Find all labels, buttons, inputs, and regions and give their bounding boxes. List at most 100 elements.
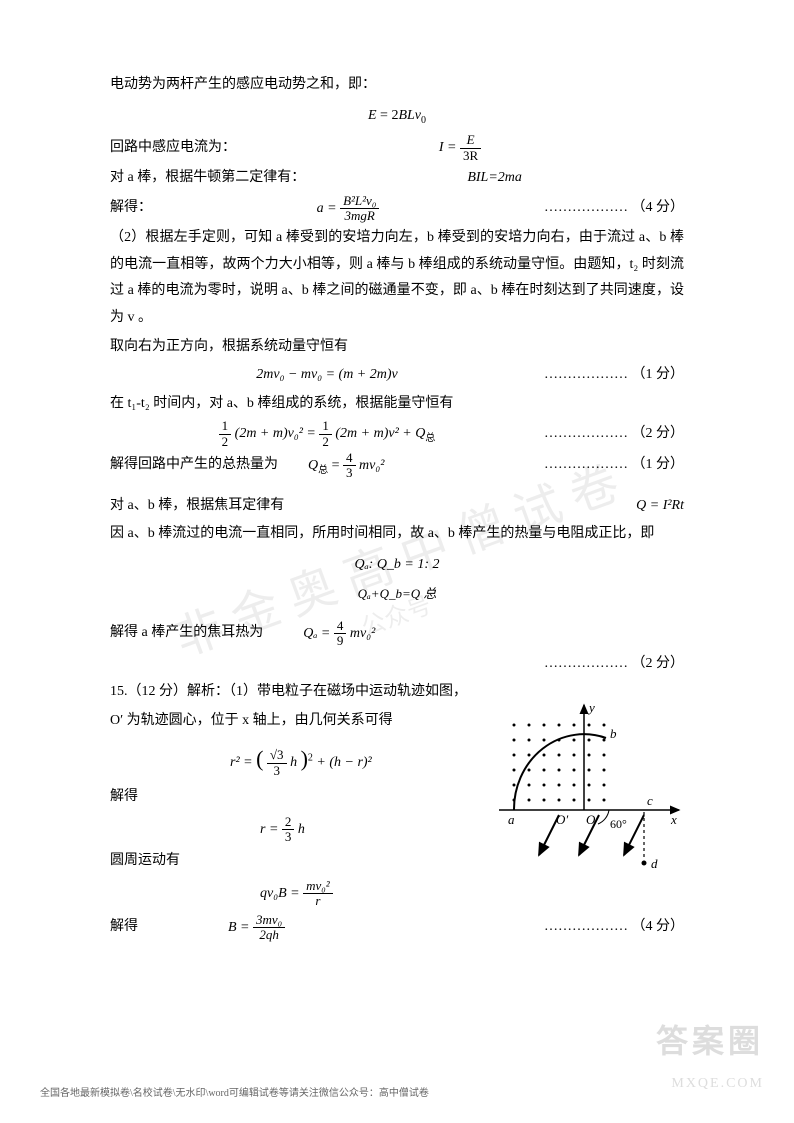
eq12-sup: 2	[308, 753, 313, 764]
diagram-axis-y: y	[587, 700, 595, 715]
eq15-frac: 3mv₀2qh	[253, 913, 285, 943]
row-4: 解得： a = B²L²v₀3mgR （4 分）	[110, 194, 684, 224]
row-3: 对 a 棒，根据牛顿第二定律有： BIL=2ma	[110, 165, 684, 192]
text-line-1: 电动势为两杆产生的感应电动势之和，即：	[110, 72, 684, 99]
equation-1: E = 2BLv0	[110, 103, 684, 130]
diagram-label-angle: 60°	[610, 817, 627, 831]
label-3: 对 a 棒，根据牛顿第二定律有：	[110, 165, 305, 192]
eq7-half2: 12	[319, 419, 332, 449]
eq14-lhs: qv₀B =	[260, 886, 300, 901]
eq15-den: 2qh	[253, 928, 285, 942]
points-8: （1 分）	[544, 452, 684, 479]
row-15: 解得 B = 3mv₀2qh （4 分）	[110, 913, 684, 943]
eq7-half1: 12	[219, 419, 232, 449]
eq8-sub: 总	[318, 465, 328, 476]
eq7-sub: 总	[425, 433, 435, 444]
points-11: （2 分）	[544, 651, 684, 678]
eq2-lhs: I =	[439, 140, 457, 155]
text-line-6: 取向右为正方向，根据系统动量守恒有	[110, 334, 684, 361]
row-pts11: （2 分）	[110, 651, 684, 678]
eq11-frac: 49	[334, 619, 347, 649]
eq14-num: mv₀²	[303, 879, 333, 894]
footer-text: 全国各地最新模拟卷\名校试卷\无水印\word可编辑试卷等请关注微信公众号：高中…	[40, 1084, 429, 1103]
text-line-7: 在 t₁-t₂ 时间内，对 a、b 棒组成的系统，根据能量守恒有	[110, 391, 684, 418]
eq7-a: (2m + m)v₀² =	[235, 426, 316, 441]
points-7: （2 分）	[544, 421, 684, 448]
diagram-label-d: d	[651, 856, 658, 871]
eq13-den: 3	[282, 830, 295, 844]
label-8: 解得回路中产生的总热量为	[110, 452, 278, 479]
row-9: 对 a、b 棒，根据焦耳定律有 Q = I²Rt	[110, 493, 684, 520]
row-eq6: 2mv₀ − mv₀ = (m + 2m)v （1 分）	[110, 362, 684, 389]
label-15: 解得	[110, 914, 138, 941]
equation-8: Q总 = 43 mv₀²	[278, 451, 544, 481]
eq15-num: 3mv₀	[253, 913, 285, 928]
equation-10a: Qₐ: Q_b = 1: 2	[110, 552, 684, 579]
diagram-label-O: O	[586, 812, 596, 827]
eq8-eq: =	[328, 458, 343, 473]
eq12-mid: h	[290, 755, 297, 770]
eq8-num: 4	[343, 451, 356, 466]
points-15: （4 分）	[544, 914, 684, 941]
eq11-rhs: mv₀²	[350, 626, 375, 641]
text-line-10: 因 a、b 棒流过的电流一直相同，所用时间相同，故 a、b 棒产生的热量与电阻成…	[110, 521, 684, 548]
eq11-den: 9	[334, 634, 347, 648]
eq12-plus: + (h − r)²	[316, 755, 371, 770]
eq12-lhs: r² =	[230, 755, 253, 770]
equation-15: B = 3mv₀2qh	[138, 913, 544, 943]
text-line-12b: O′ 为轨迹圆心，位于 x 轴上，由几何关系可得	[110, 708, 470, 735]
eq1-rhs-b: BLv	[398, 108, 421, 123]
equation-6: 2mv₀ − mv₀ = (m + 2m)v	[110, 362, 544, 389]
equation-9: Q = I²Rt	[636, 493, 684, 520]
diagram-label-c: c	[647, 793, 653, 808]
eq12-num: √3	[267, 748, 287, 763]
eq14-frac: mv₀²r	[303, 879, 333, 909]
physics-diagram: a b c d O′ O 60° y x	[484, 700, 684, 890]
points-4: （4 分）	[544, 195, 684, 222]
eq4-lhs: a =	[317, 201, 337, 216]
eq2-num: E	[460, 133, 481, 148]
eq14-den: r	[303, 894, 333, 908]
text-line-12: 15.（12 分）解析：（1）带电粒子在磁场中运动轨迹如图，	[110, 679, 470, 706]
label-11: 解得 a 棒产生的焦耳热为	[110, 620, 263, 647]
corner-watermark: 答案圈 MXQE.COM	[656, 1011, 764, 1098]
corner-small: MXQE.COM	[656, 1071, 764, 1098]
label-2: 回路中感应电流为：	[110, 135, 236, 162]
equation-7: 12 (2m + m)v₀² = 12 (2m + m)v² + Q总	[110, 419, 544, 449]
diagram-label-a: a	[508, 812, 515, 827]
eq13-frac: 23	[282, 815, 295, 845]
row-8: 解得回路中产生的总热量为 Q总 = 43 mv₀² （1 分）	[110, 451, 684, 481]
row-11: 解得 a 棒产生的焦耳热为 Qₐ = 49 mv₀²	[110, 619, 684, 649]
eq1-eq: =	[380, 108, 388, 123]
label-9: 对 a、b 棒，根据焦耳定律有	[110, 493, 284, 520]
diagram-label-Op: O′	[556, 812, 568, 827]
diagram-axis-x: x	[670, 812, 677, 827]
equation-3: BIL=2ma	[305, 165, 684, 192]
diagram-svg: a b c d O′ O 60° y x	[484, 700, 684, 890]
corner-big: 答案圈	[656, 1011, 764, 1072]
eq7-b: (2m + m)v² + Q	[335, 426, 425, 441]
eq1-lhs: E	[368, 108, 377, 123]
eq13-rhs: h	[298, 822, 305, 837]
eq8-frac: 43	[343, 451, 356, 481]
label-4: 解得：	[110, 195, 152, 222]
eq8-rhs: mv₀²	[359, 458, 384, 473]
paragraph-5: （2）根据左手定则，可知 a 棒受到的安培力向左，b 棒受到的安培力向右，由于流…	[110, 225, 684, 331]
eq1-rhs-sub: 0	[421, 114, 426, 125]
diagram-label-b: b	[610, 726, 617, 741]
eq4-den: 3mgR	[340, 209, 379, 223]
equation-10b: Qₐ+Q_b=Q 总	[110, 582, 684, 607]
row-eq7: 12 (2m + m)v₀² = 12 (2m + m)v² + Q总 （2 分…	[110, 419, 684, 449]
equation-2: I = E3R	[236, 133, 684, 163]
eq13-lhs: r =	[260, 822, 278, 837]
eq12-frac: √33	[267, 748, 287, 778]
eq2-frac: E3R	[460, 133, 481, 163]
eq2-den: 3R	[460, 149, 481, 163]
eq11-num: 4	[334, 619, 347, 634]
equation-4: a = B²L²v₀3mgR	[152, 194, 544, 224]
eq13-num: 2	[282, 815, 295, 830]
eq4-num: B²L²v₀	[340, 194, 379, 209]
eq8-lhs: Q	[308, 458, 318, 473]
eq11-lhs: Qₐ =	[303, 626, 334, 641]
eq12-den: 3	[267, 764, 287, 778]
